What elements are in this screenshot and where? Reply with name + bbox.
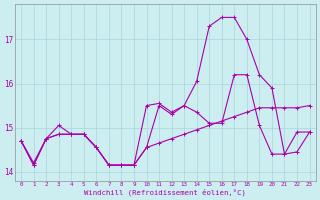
X-axis label: Windchill (Refroidissement éolien,°C): Windchill (Refroidissement éolien,°C) (84, 188, 246, 196)
